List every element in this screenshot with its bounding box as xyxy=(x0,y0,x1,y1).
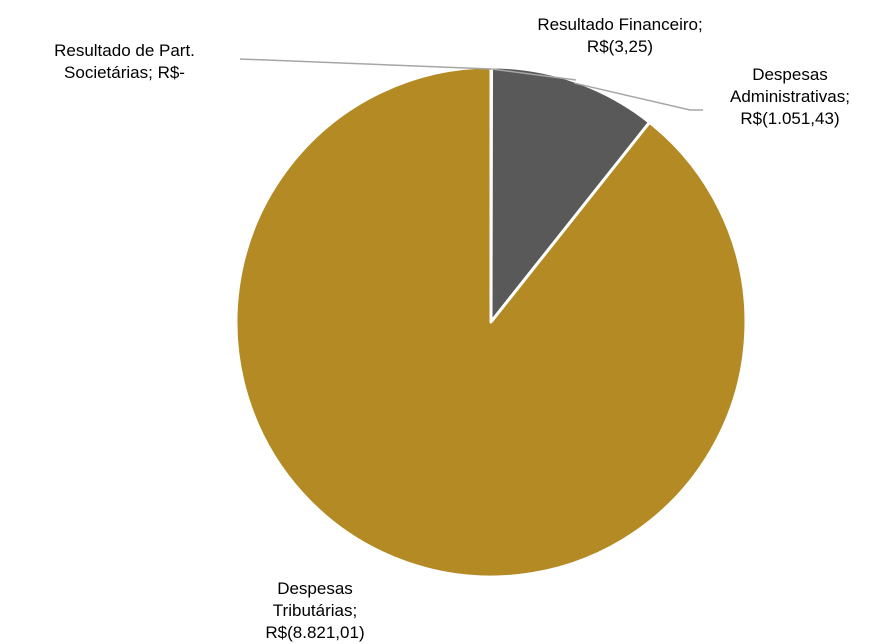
slice-label-line: Societárias; R$- xyxy=(64,63,185,82)
pie-slice-1 xyxy=(489,65,652,324)
slice-label-despesas-tributarias: Despesas Tributárias; R$(8.821,01) xyxy=(230,578,400,644)
slice-label-resultado-financeiro: Resultado Financeiro; R$(3,25) xyxy=(510,14,730,58)
slice-label-line: Despesas xyxy=(277,579,353,598)
pie-slices xyxy=(234,65,748,579)
slice-label-line: R$(3,25) xyxy=(586,37,654,56)
slice-label-line: Resultado Financeiro; xyxy=(537,15,703,34)
leader-lines xyxy=(239,58,703,111)
slice-label-line: Administrativas; xyxy=(730,87,850,106)
slice-label-line: Despesas xyxy=(752,65,828,84)
leader-line-1 xyxy=(574,82,703,111)
slice-label-line: R$(8.821,01) xyxy=(265,623,365,642)
leader-line-0 xyxy=(491,68,577,81)
leader-line-3 xyxy=(239,58,492,70)
slice-label-resultado-part-societarias: Resultado de Part. Societárias; R$- xyxy=(12,40,237,84)
slice-label-line: Resultado de Part. xyxy=(54,41,195,60)
slice-label-despesas-administrativas: Despesas Administrativas; R$(1.051,43) xyxy=(700,64,880,130)
slice-label-line: Tributárias; xyxy=(272,601,358,620)
pie-slice-2 xyxy=(234,65,748,579)
slice-label-line: R$(1.051,43) xyxy=(740,109,840,128)
